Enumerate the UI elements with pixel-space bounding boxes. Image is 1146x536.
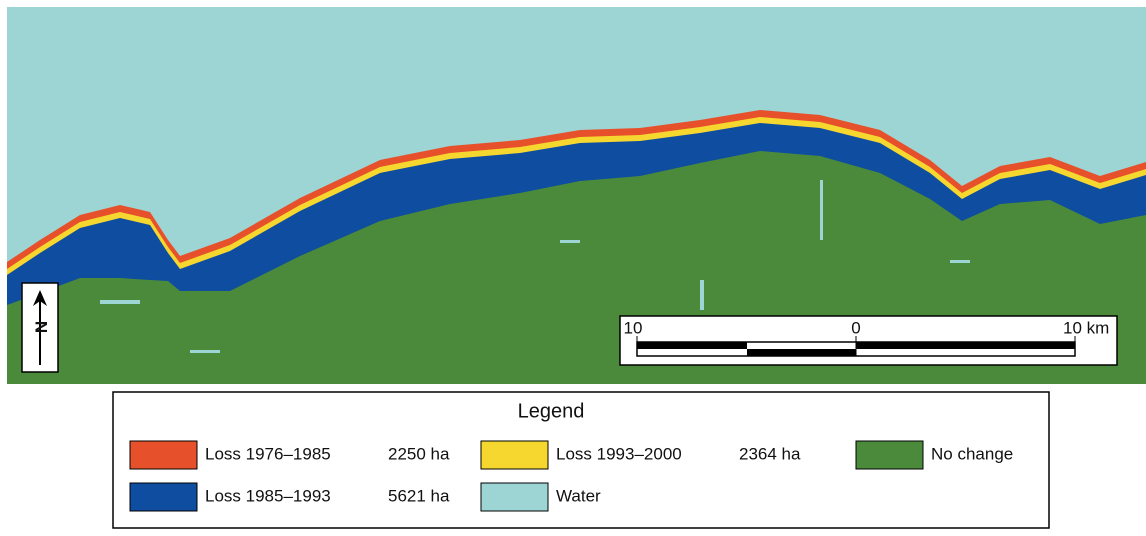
legend-label: Loss 1985–1993 xyxy=(205,486,331,505)
legend-title: Legend xyxy=(518,400,585,422)
north-arrow: N xyxy=(21,282,59,373)
legend-label: No change xyxy=(931,444,1013,463)
water-patch xyxy=(100,300,140,304)
scale-label: 10 km xyxy=(1063,318,1109,337)
legend-swatch xyxy=(480,482,549,512)
legend-label: Loss 1993–2000 xyxy=(556,444,682,463)
legend-swatch xyxy=(129,440,198,470)
scale-bar: 10 0 10 km xyxy=(619,315,1118,366)
legend-label: Loss 1976–1985 xyxy=(205,444,331,463)
legend: Legend Loss 1976–1985 2250 ha Loss 1985–19… xyxy=(112,391,1050,529)
legend-swatch xyxy=(129,482,198,512)
legend-label: Water xyxy=(556,486,601,505)
water-patch xyxy=(820,180,823,240)
water-patch xyxy=(190,350,220,353)
legend-swatch xyxy=(855,440,924,470)
water-patch xyxy=(560,240,580,243)
legend-area: 2250 ha xyxy=(388,444,450,463)
scale-label: 10 xyxy=(624,318,643,337)
water-patch xyxy=(950,260,970,263)
legend-area: 5621 ha xyxy=(388,486,450,505)
water-patch xyxy=(700,280,704,310)
legend-area: 2364 ha xyxy=(739,444,801,463)
north-label: N xyxy=(32,321,51,333)
legend-swatch xyxy=(480,440,549,470)
scale-label: 0 xyxy=(851,318,860,337)
